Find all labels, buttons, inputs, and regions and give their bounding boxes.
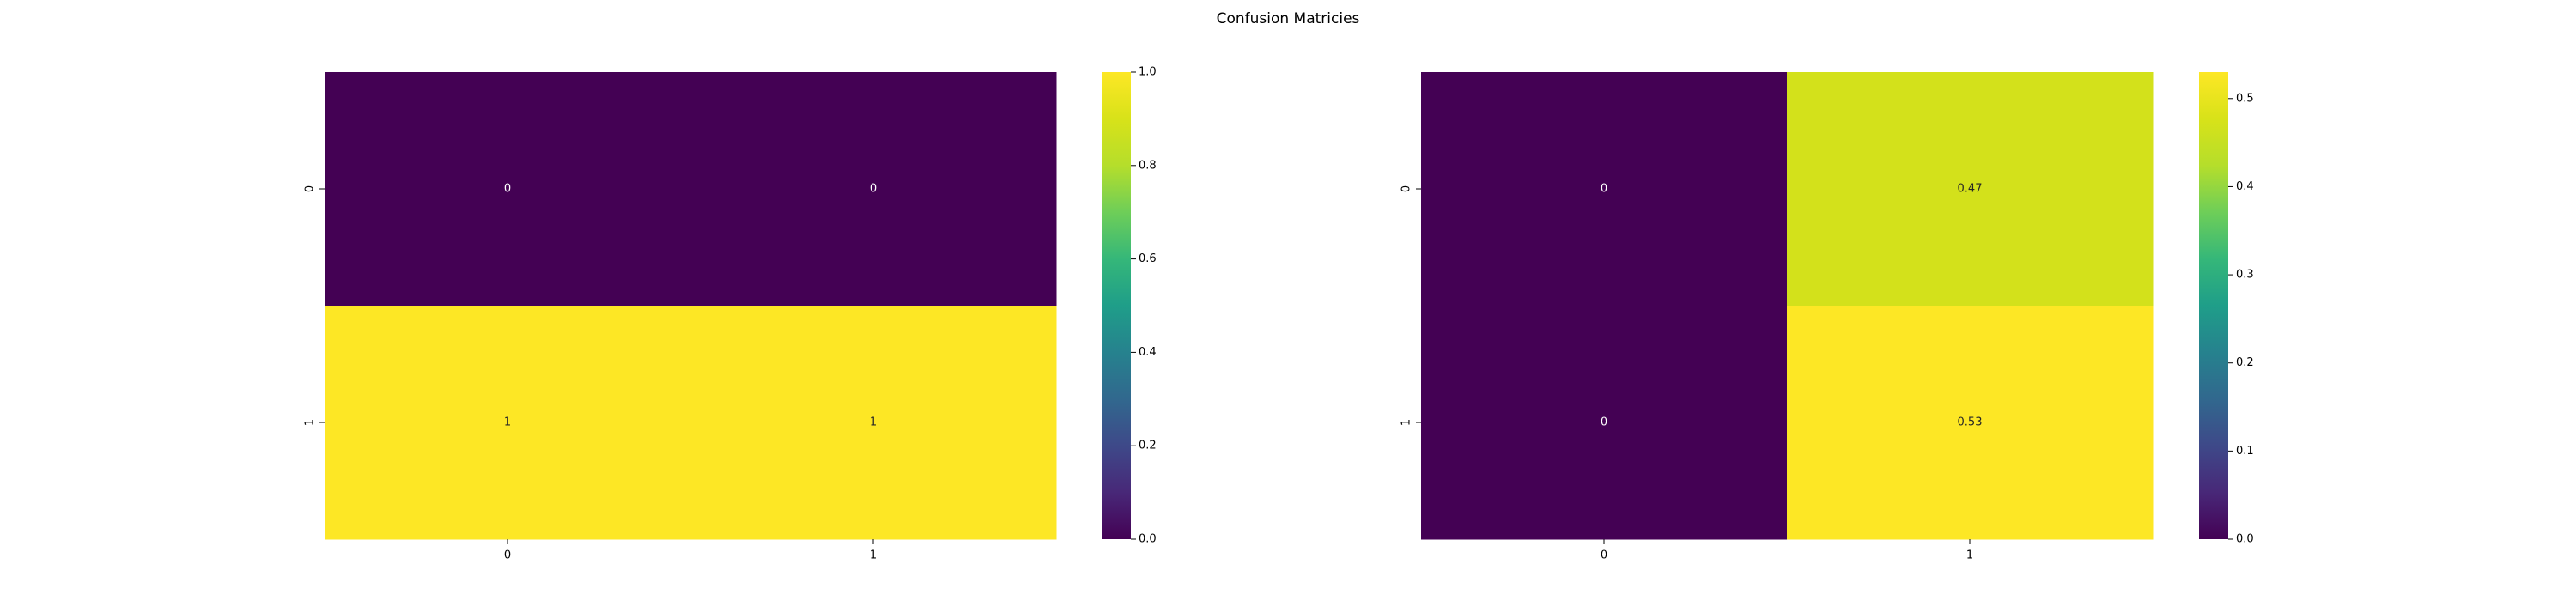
heatmap-cell-r0-c1: [1787, 72, 2154, 307]
cell-annotation-r0-c0: 0: [1601, 183, 1607, 196]
x-tick-label-0: 0: [504, 549, 511, 562]
y-tick-label-1: 1: [1400, 419, 1413, 426]
heatmap-cell-r1-c1: [1787, 306, 2154, 540]
heatmap-cell-r0-c1: [690, 72, 1057, 307]
x-tick-label-0: 0: [1601, 549, 1607, 562]
figure-title: Confusion Matricies: [1217, 10, 1360, 27]
y-tick-label-0: 0: [304, 185, 317, 192]
colorbar: [1102, 72, 1131, 539]
cell-annotation-r1-c1: 1: [870, 416, 877, 429]
heatmap-panel-2: 0 0.47 0 0.53 0 1 0 1 0.0 0.1 0.2 0.3 0.4 0.5: [1400, 72, 2254, 562]
heatmap-cell-r1-c1: [690, 306, 1057, 540]
heatmap-panel-1: 0 0 1 1 0 1 0 1 0.0 0.2 0.4 0.6 0.8 1.0: [304, 66, 1157, 562]
heatmap-cell-r0-c0: [1421, 72, 1788, 307]
x-tick-label-1: 1: [870, 549, 877, 562]
x-tick-label-1: 1: [1966, 549, 1973, 562]
cell-annotation-r1-c0: 1: [504, 416, 511, 429]
colorbar-tick-label-3: 0.6: [1139, 252, 1157, 265]
y-tick-label-1: 1: [304, 419, 317, 426]
colorbar: [2199, 72, 2228, 539]
colorbar-tick-label-1: 0.2: [1139, 440, 1157, 452]
cell-annotation-r0-c0: 0: [504, 183, 511, 196]
y-tick-label-0: 0: [1400, 185, 1413, 192]
colorbar-tick-label-2: 0.4: [1139, 346, 1157, 359]
colorbar-tick-label-1: 0.1: [2236, 445, 2254, 458]
colorbar-tick-label-0: 0.0: [1139, 533, 1157, 546]
cell-annotation-r1-c1: 0.53: [1958, 416, 1983, 429]
heatmap-cell-r1-c0: [325, 306, 691, 540]
colorbar-tick-label-4: 0.4: [2236, 180, 2254, 193]
colorbar-tick-label-0: 0.0: [2236, 533, 2254, 546]
colorbar-tick-label-2: 0.2: [2236, 356, 2254, 369]
cell-annotation-r0-c1: 0.47: [1958, 183, 1983, 196]
cell-annotation-r0-c1: 0: [870, 183, 877, 196]
colorbar-tick-label-4: 0.8: [1139, 159, 1157, 172]
cell-annotation-r1-c0: 0: [1601, 416, 1607, 429]
heatmap-cell-r1-c0: [1421, 306, 1788, 540]
colorbar-tick-label-5: 1.0: [1139, 66, 1157, 79]
colorbar-tick-label-5: 0.5: [2236, 92, 2254, 105]
heatmap-cell-r0-c0: [325, 72, 691, 307]
colorbar-tick-label-3: 0.3: [2236, 269, 2254, 282]
